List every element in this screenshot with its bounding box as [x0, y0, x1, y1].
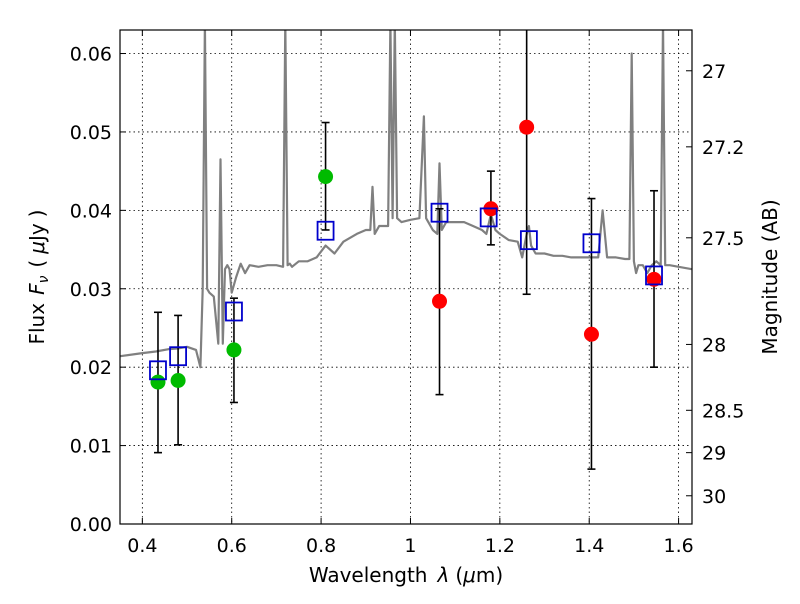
y-axis-label-unit-close: ) — [25, 209, 49, 217]
y2-tick-label: 28.5 — [702, 400, 744, 422]
y-tick-label: 0.06 — [70, 44, 112, 66]
x-tick-label: 1.6 — [663, 535, 693, 557]
data-point-square — [149, 360, 167, 381]
y-axis-ticks: 0.00 0.01 0.02 0.03 0.04 0.05 0.06 — [70, 44, 126, 536]
y-tick-label: 0.02 — [70, 357, 112, 379]
data-point-circle — [583, 326, 599, 342]
x-axis-label-unit-open: ( — [455, 563, 463, 587]
y2-axis-ticks: 27 27.2 27.5 28 28.5 29 30 — [686, 61, 744, 508]
x-tick-label: 0.4 — [127, 535, 157, 557]
y2-tick-label: 27.2 — [702, 137, 744, 159]
x-tick-label: 0.8 — [306, 535, 336, 557]
data-point-square — [225, 301, 243, 322]
data-point-circle — [226, 342, 242, 358]
model-spectrum-line — [120, 30, 692, 369]
y-axis-label-unit-mu: μ — [25, 241, 49, 255]
y2-tick-label: 30 — [702, 486, 726, 508]
y-tick-label: 0.00 — [70, 514, 112, 536]
y2-tick-label: 27.5 — [702, 228, 744, 250]
data-point-circle — [646, 271, 662, 287]
y-axis-label: Flux Fν ( μJy) — [25, 209, 52, 344]
y2-tick-label: 28 — [702, 334, 726, 356]
x-axis-label-text: Wavelength — [309, 563, 428, 587]
data-point-square — [645, 265, 663, 286]
data-point-circle — [150, 374, 166, 390]
data-point-circle — [170, 373, 186, 389]
x-tick-label: 0.6 — [217, 535, 247, 557]
x-tick-label: 1 — [404, 535, 416, 557]
y2-tick-label: 29 — [702, 443, 726, 465]
y-axis-label-sub: ν — [36, 275, 52, 283]
y2-tick-label: 27 — [702, 61, 726, 83]
data-point-square — [316, 220, 335, 241]
x-axis-label-unit-rest: m) — [476, 563, 503, 587]
y-axis-label-symbol: F — [25, 283, 49, 295]
plot-frame — [119, 29, 693, 525]
data-point-square — [519, 230, 538, 251]
data-markers — [149, 119, 663, 390]
y-tick-label: 0.04 — [70, 200, 112, 222]
x-axis-ticks: 0.4 0.6 0.8 1 1.2 1.4 1.6 — [127, 30, 694, 557]
y-tick-label: 0.05 — [70, 122, 112, 144]
x-axis-label-symbol: λ — [436, 563, 449, 587]
data-point-circle — [432, 293, 448, 309]
y-tick-label: 0.01 — [70, 436, 112, 458]
y-tick-label: 0.03 — [70, 279, 112, 301]
data-point-square — [582, 233, 601, 254]
plot-background — [120, 30, 692, 524]
x-tick-label: 1.4 — [574, 535, 604, 557]
data-point-circle — [318, 169, 334, 185]
y-axis-label-unit-rest: Jy — [25, 223, 49, 243]
y2-axis-label: Magnitude (AB) — [758, 199, 782, 354]
x-tick-label: 1.2 — [485, 535, 515, 557]
data-point-square — [169, 346, 187, 367]
data-point-circle — [519, 119, 535, 135]
y-axis-label-unit-open: ( — [25, 260, 49, 268]
data-point-square — [479, 207, 498, 228]
x-axis-label: Wavelength λ (μm) — [309, 563, 503, 587]
x-axis-label-unit-mu: μ — [462, 563, 476, 587]
data-point-square — [430, 202, 449, 223]
grid — [120, 30, 692, 524]
y-axis-label-text: Flux — [25, 303, 49, 345]
